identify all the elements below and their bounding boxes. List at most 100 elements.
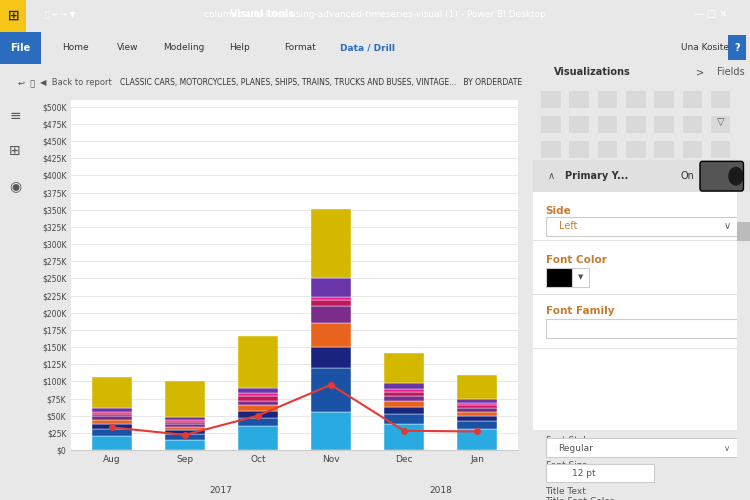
Bar — [165, 424, 205, 426]
Text: 💾 ↩ ↪ ▼: 💾 ↩ ↪ ▼ — [45, 10, 75, 19]
Bar — [165, 430, 205, 434]
Text: ∨: ∨ — [724, 221, 731, 231]
Text: Visualizations: Visualizations — [554, 68, 631, 78]
Bar — [569, 91, 589, 108]
Bar — [310, 297, 351, 300]
Text: Side: Side — [545, 206, 572, 216]
Text: Title Text: Title Text — [545, 488, 586, 496]
Bar — [569, 116, 589, 133]
Bar — [569, 141, 589, 158]
Bar — [238, 400, 278, 406]
Bar — [626, 141, 646, 158]
Text: columns-and-lines-using-advanced-timeseries-visual (1) - Power BI Desktop: columns-and-lines-using-advanced-timeser… — [204, 10, 546, 19]
Bar — [310, 323, 351, 347]
Bar — [165, 382, 205, 417]
Text: ≡: ≡ — [9, 110, 21, 124]
Bar — [384, 407, 424, 414]
Bar — [384, 384, 424, 389]
Bar — [532, 294, 750, 295]
Bar — [654, 116, 674, 133]
Text: Home: Home — [62, 44, 88, 52]
Bar — [728, 35, 746, 61]
Bar — [310, 412, 351, 450]
Bar — [737, 192, 750, 430]
Bar — [0, 32, 41, 64]
Text: ◀  Back to report: ◀ Back to report — [40, 78, 112, 87]
Bar — [457, 412, 497, 416]
Bar — [92, 412, 132, 414]
Text: ▽: ▽ — [717, 117, 724, 127]
Bar — [92, 430, 132, 436]
Text: ▼: ▼ — [578, 274, 584, 280]
Bar — [532, 60, 750, 85]
Bar — [457, 406, 497, 408]
Bar — [532, 160, 750, 192]
Text: Modeling: Modeling — [163, 44, 205, 52]
Bar — [542, 116, 561, 133]
Bar — [165, 440, 205, 450]
Text: ⊞: ⊞ — [9, 144, 21, 158]
Bar — [682, 91, 702, 108]
Bar — [384, 352, 424, 384]
Text: File: File — [10, 43, 30, 53]
Bar — [0, 0, 26, 32]
Bar — [165, 434, 205, 440]
Text: On: On — [680, 171, 694, 181]
Bar — [598, 116, 617, 133]
Bar — [384, 392, 424, 396]
Text: Data / Drill: Data / Drill — [340, 44, 395, 52]
Bar — [711, 116, 730, 133]
Bar — [310, 278, 351, 297]
Bar — [238, 411, 278, 418]
Bar — [654, 91, 674, 108]
Bar — [654, 141, 674, 158]
Text: ?: ? — [734, 43, 740, 53]
Bar — [238, 336, 278, 388]
Text: 2017: 2017 — [210, 486, 232, 494]
Bar — [165, 426, 205, 430]
Text: Primary Y...: Primary Y... — [566, 171, 628, 181]
Text: ↩  🔍: ↩ 🔍 — [18, 79, 35, 88]
Text: Font Family: Font Family — [545, 306, 614, 316]
Bar — [457, 430, 497, 450]
Bar — [711, 91, 730, 108]
Bar — [737, 430, 750, 500]
Bar — [542, 91, 561, 108]
Bar — [310, 209, 351, 278]
Bar — [238, 388, 278, 393]
Text: Left: Left — [559, 221, 577, 231]
Bar — [238, 418, 278, 426]
Bar — [310, 368, 351, 412]
Bar — [545, 216, 737, 236]
Bar — [92, 436, 132, 450]
Bar — [165, 422, 205, 424]
Bar — [165, 420, 205, 422]
Text: Font Size: Font Size — [545, 461, 586, 470]
Text: Format: Format — [284, 44, 316, 52]
Bar — [238, 406, 278, 411]
Text: Visual tools: Visual tools — [230, 10, 295, 20]
Bar — [457, 399, 497, 404]
Text: — □ ✕: — □ ✕ — [694, 10, 728, 20]
FancyBboxPatch shape — [700, 162, 743, 191]
Bar — [92, 416, 132, 420]
Bar — [92, 424, 132, 430]
Bar — [92, 378, 132, 408]
Bar — [572, 268, 589, 287]
Text: View: View — [117, 44, 138, 52]
Bar — [598, 91, 617, 108]
Bar — [310, 300, 351, 306]
Bar — [238, 396, 278, 400]
Text: Title Font Color: Title Font Color — [545, 497, 614, 500]
Bar — [598, 141, 617, 158]
Text: Regular: Regular — [559, 444, 593, 452]
Bar — [384, 389, 424, 392]
Bar — [310, 347, 351, 368]
Bar — [545, 464, 654, 482]
Text: >: > — [696, 68, 703, 78]
Bar — [737, 222, 750, 241]
Text: Fields: Fields — [717, 68, 745, 78]
Bar — [457, 421, 497, 430]
Bar — [238, 426, 278, 450]
Bar — [545, 320, 737, 338]
